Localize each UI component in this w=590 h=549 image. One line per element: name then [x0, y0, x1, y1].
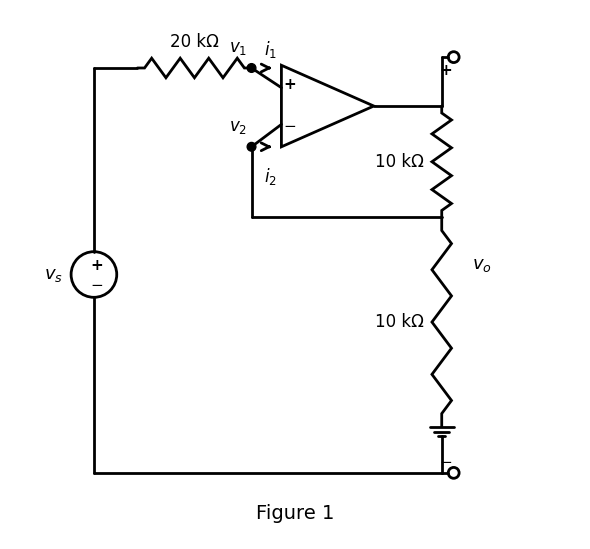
Text: 20 kΩ: 20 kΩ: [170, 32, 219, 51]
Text: +: +: [440, 63, 453, 78]
Circle shape: [247, 142, 256, 151]
Text: +: +: [283, 77, 296, 92]
Circle shape: [247, 64, 256, 72]
Text: $v_2$: $v_2$: [229, 118, 247, 136]
Text: $-$: $-$: [90, 276, 103, 291]
Text: $v_1$: $v_1$: [229, 39, 247, 57]
Text: 10 kΩ: 10 kΩ: [375, 153, 424, 171]
Text: Figure 1: Figure 1: [256, 504, 334, 523]
Text: $-$: $-$: [440, 453, 453, 468]
Text: $-$: $-$: [283, 117, 296, 132]
Text: $v_o$: $v_o$: [471, 256, 491, 274]
Text: +: +: [90, 258, 103, 273]
Text: 10 kΩ: 10 kΩ: [375, 313, 424, 331]
Text: $i_1$: $i_1$: [264, 39, 277, 60]
Text: $i_2$: $i_2$: [264, 166, 277, 187]
Text: $v_s$: $v_s$: [44, 266, 63, 283]
